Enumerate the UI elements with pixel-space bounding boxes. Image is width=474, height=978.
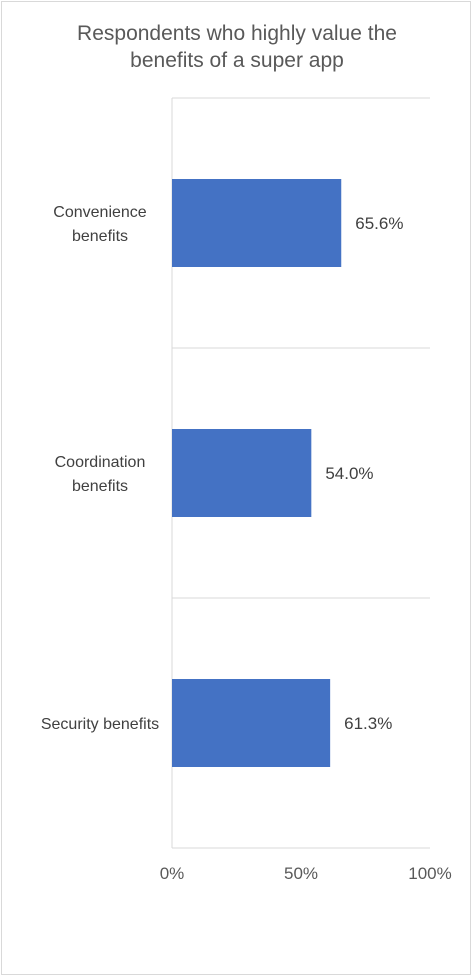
category-label: Coordination xyxy=(55,454,146,471)
chart-title: Respondents who highly value the benefit… xyxy=(0,20,474,74)
category-label: benefits xyxy=(72,228,128,245)
bar xyxy=(172,679,331,767)
data-label: 65.6% xyxy=(355,214,403,233)
x-tick-label: 50% xyxy=(284,864,318,883)
x-tick-label: 100% xyxy=(408,864,451,883)
data-label: 54.0% xyxy=(325,464,373,483)
x-tick-label: 0% xyxy=(160,864,185,883)
bar xyxy=(172,429,312,517)
bar xyxy=(172,179,342,267)
data-label: 61.3% xyxy=(344,714,392,733)
category-label: Security benefits xyxy=(41,716,159,733)
chart-title-line-2: benefits of a super app xyxy=(130,49,344,72)
category-label: Convenience xyxy=(53,204,147,221)
chart-title-line-1: Respondents who highly value the xyxy=(77,22,397,45)
category-label: benefits xyxy=(72,478,128,495)
